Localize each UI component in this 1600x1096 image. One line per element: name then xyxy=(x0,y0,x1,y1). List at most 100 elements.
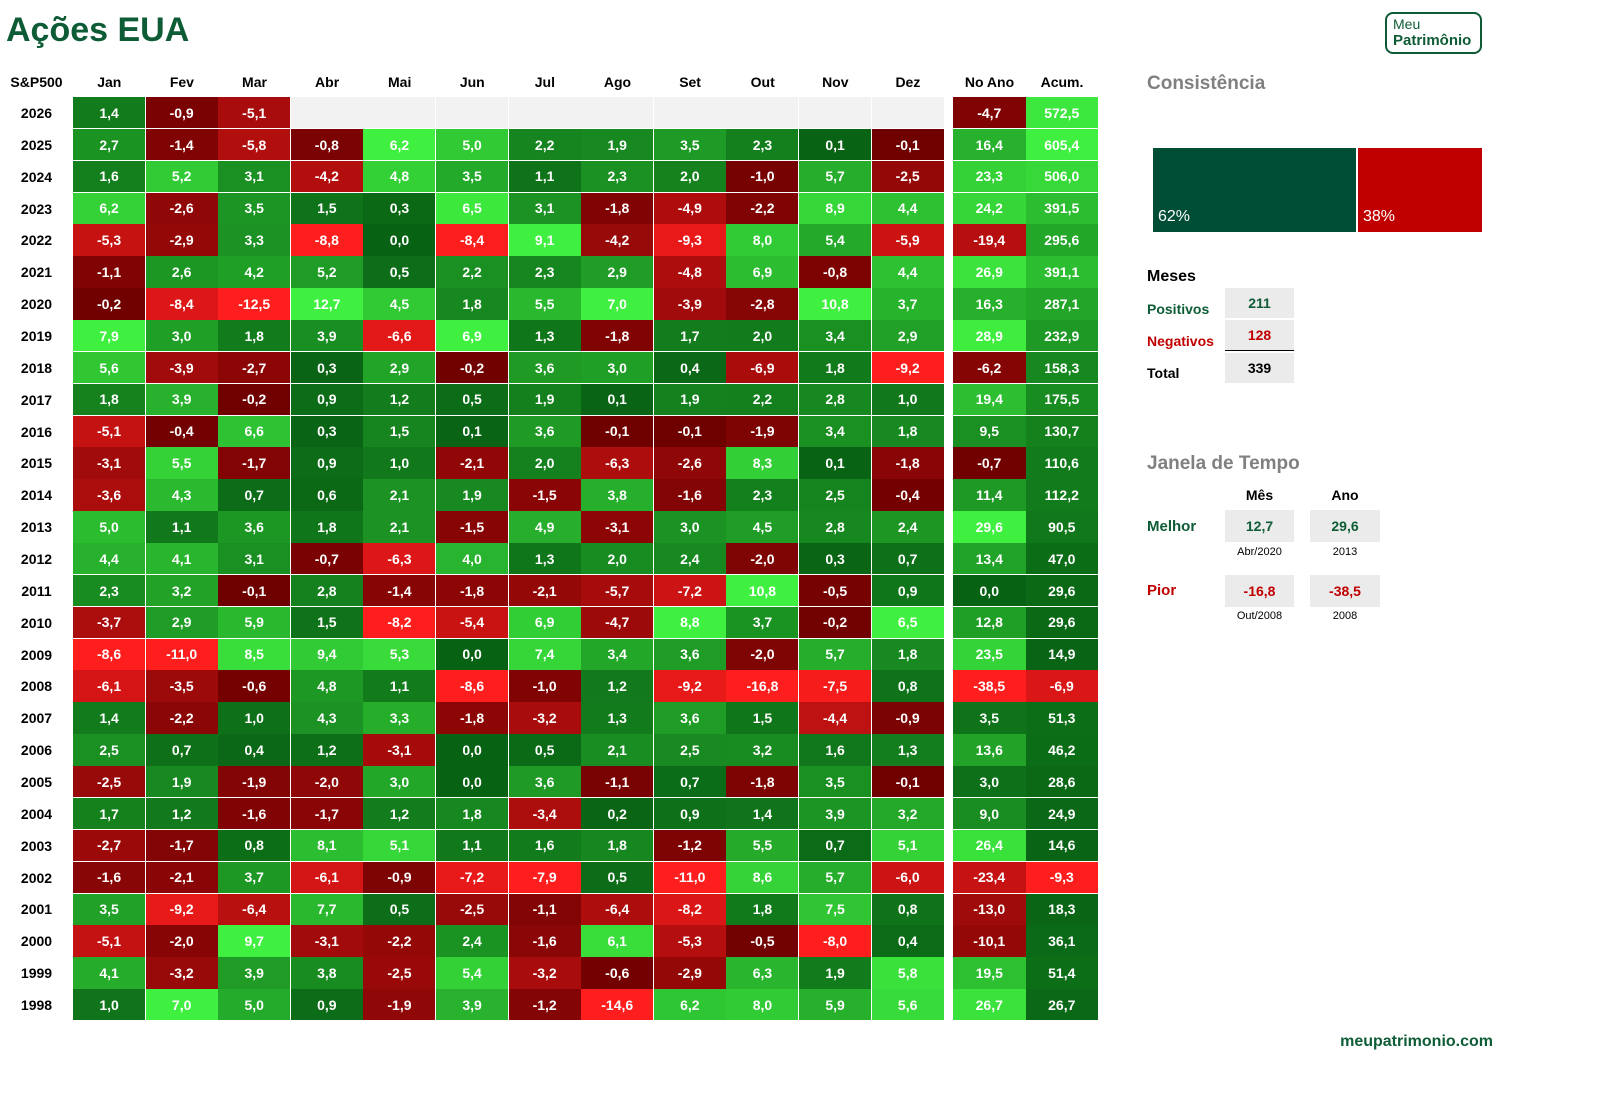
heatmap-cell: 2,0 xyxy=(726,320,800,353)
heatmap-cell: -1,4 xyxy=(363,574,437,608)
heatmap-cell-empty xyxy=(581,97,655,130)
heatmap-cell: 0,9 xyxy=(290,447,364,480)
heatmap-cell: -0,1 xyxy=(871,128,945,162)
heatmap-cell: -1,8 xyxy=(581,192,655,225)
heatmap-cell: 7,4 xyxy=(508,638,582,671)
heatmap-cell: -0,7 xyxy=(290,543,364,576)
heatmap-cell: 0,1 xyxy=(799,447,873,480)
heatmap-cell: -3,9 xyxy=(653,288,727,321)
year-label: 2020 xyxy=(20,296,53,313)
heatmap-cell: 9,1 xyxy=(508,224,582,257)
year-label: 2006 xyxy=(20,742,53,759)
heatmap-cell: 2,2 xyxy=(726,383,800,417)
heatmap-cell: 5,1 xyxy=(871,829,945,863)
heatmap-cell: 3,5 xyxy=(73,893,147,926)
heatmap-cell: -5,4 xyxy=(436,606,510,640)
page-title: Ações EUA xyxy=(6,11,190,49)
year-label: 2015 xyxy=(20,455,53,472)
heatmap-cell: 0,7 xyxy=(145,734,219,767)
heatmap-cell: 1,2 xyxy=(363,797,437,831)
heatmap-cell: 9,5 xyxy=(953,415,1027,448)
heatmap-cell: -8,8 xyxy=(290,224,364,257)
heatmap-cell: 2,3 xyxy=(726,128,800,162)
heatmap-cell: 12,8 xyxy=(953,606,1027,640)
heatmap-cell: 5,4 xyxy=(799,224,873,257)
heatmap-cell: 1,1 xyxy=(363,670,437,703)
heatmap-cell: -1,1 xyxy=(508,893,582,926)
heatmap-cell: 0,5 xyxy=(363,893,437,926)
heatmap-cell: -4,2 xyxy=(290,160,364,194)
heatmap-cell: 5,5 xyxy=(508,288,582,321)
heatmap-cell: 0,0 xyxy=(436,734,510,767)
heatmap-cell: 1,6 xyxy=(508,829,582,863)
heatmap-cell: 3,6 xyxy=(653,638,727,671)
heatmap-cell: 2,0 xyxy=(581,543,655,576)
negative-months-label: Negativos xyxy=(1147,333,1214,349)
year-label: 2026 xyxy=(20,104,53,121)
heatmap-cell-empty xyxy=(726,97,800,130)
heatmap-cell: -2,9 xyxy=(653,957,727,990)
heatmap-cell: -4,9 xyxy=(653,192,727,225)
heatmap-cell: 3,0 xyxy=(581,351,655,385)
footer-site-link[interactable]: meupatrimonio.com xyxy=(1340,1033,1493,1050)
heatmap-cell: -1,6 xyxy=(218,797,292,831)
heatmap-cell: -12,5 xyxy=(218,288,292,321)
heatmap-cell: -1,0 xyxy=(508,670,582,703)
column-header: Out xyxy=(750,74,775,90)
heatmap-cell: 0,0 xyxy=(363,224,437,257)
heatmap-cell: 0,0 xyxy=(436,638,510,671)
heatmap-cell: 7,5 xyxy=(799,893,873,926)
heatmap-cell-empty xyxy=(799,97,873,130)
heatmap-cell: -10,1 xyxy=(953,925,1027,958)
worst-year-value: -38,5 xyxy=(1310,575,1380,607)
heatmap-cell: 130,7 xyxy=(1026,415,1099,448)
heatmap-cell: -2,2 xyxy=(726,192,800,225)
heatmap-cell: 2,8 xyxy=(290,574,364,608)
heatmap-cell: 3,0 xyxy=(653,511,727,544)
heatmap-cell: -0,9 xyxy=(145,97,219,130)
heatmap-cell: 3,5 xyxy=(653,128,727,162)
heatmap-cell: 5,5 xyxy=(726,829,800,863)
heatmap-cell: 2,5 xyxy=(799,479,873,512)
heatmap-cell: 1,0 xyxy=(871,383,945,417)
heatmap-cell: 2,7 xyxy=(73,128,147,162)
heatmap-cell-empty xyxy=(436,97,510,130)
heatmap-cell: 0,7 xyxy=(871,543,945,576)
heatmap-cell: 2,3 xyxy=(508,256,582,289)
heatmap-cell: 110,6 xyxy=(1026,447,1099,480)
heatmap-cell: 8,5 xyxy=(218,638,292,671)
best-month-date: Abr/2020 xyxy=(1237,546,1282,558)
row-header-label: S&P500 xyxy=(10,74,63,90)
heatmap-cell: 1,1 xyxy=(508,160,582,194)
heatmap-cell: 0,3 xyxy=(290,415,364,448)
heatmap-cell: 1,5 xyxy=(290,606,364,640)
heatmap-cell: 1,3 xyxy=(871,734,945,767)
positive-months-value: 211 xyxy=(1225,288,1294,318)
heatmap-cell: 5,0 xyxy=(218,989,292,1022)
heatmap-cell: 26,7 xyxy=(953,989,1027,1022)
heatmap-cell: -2,0 xyxy=(726,638,800,671)
heatmap-cell: 3,6 xyxy=(508,766,582,799)
year-label: 2000 xyxy=(20,933,53,950)
heatmap-cell: 2,2 xyxy=(508,128,582,162)
heatmap-cell: 1,4 xyxy=(73,97,147,130)
heatmap-cell: 1,0 xyxy=(73,989,147,1022)
heatmap-cell: -0,1 xyxy=(871,766,945,799)
heatmap-cell: 4,3 xyxy=(290,702,364,735)
heatmap-cell: 3,9 xyxy=(145,383,219,417)
heatmap-cell: 605,4 xyxy=(1026,128,1099,162)
column-header: Mar xyxy=(242,74,267,90)
column-header: Mai xyxy=(388,74,412,90)
heatmap-cell: 0,7 xyxy=(653,766,727,799)
heatmap-cell: 0,0 xyxy=(953,574,1027,608)
heatmap-cell: -0,2 xyxy=(73,288,147,321)
heatmap-cell: 46,2 xyxy=(1026,734,1099,767)
heatmap-cell: 1,8 xyxy=(290,511,364,544)
heatmap-cell: -2,7 xyxy=(73,829,147,863)
heatmap-cell: -3,7 xyxy=(73,606,147,640)
heatmap-cell: 1,3 xyxy=(581,702,655,735)
heatmap-cell: 3,9 xyxy=(799,797,873,831)
heatmap-cell-empty xyxy=(653,97,727,130)
heatmap-cell: -0,4 xyxy=(871,479,945,512)
brand-logo[interactable]: Meu Patrimônio xyxy=(1385,12,1482,54)
